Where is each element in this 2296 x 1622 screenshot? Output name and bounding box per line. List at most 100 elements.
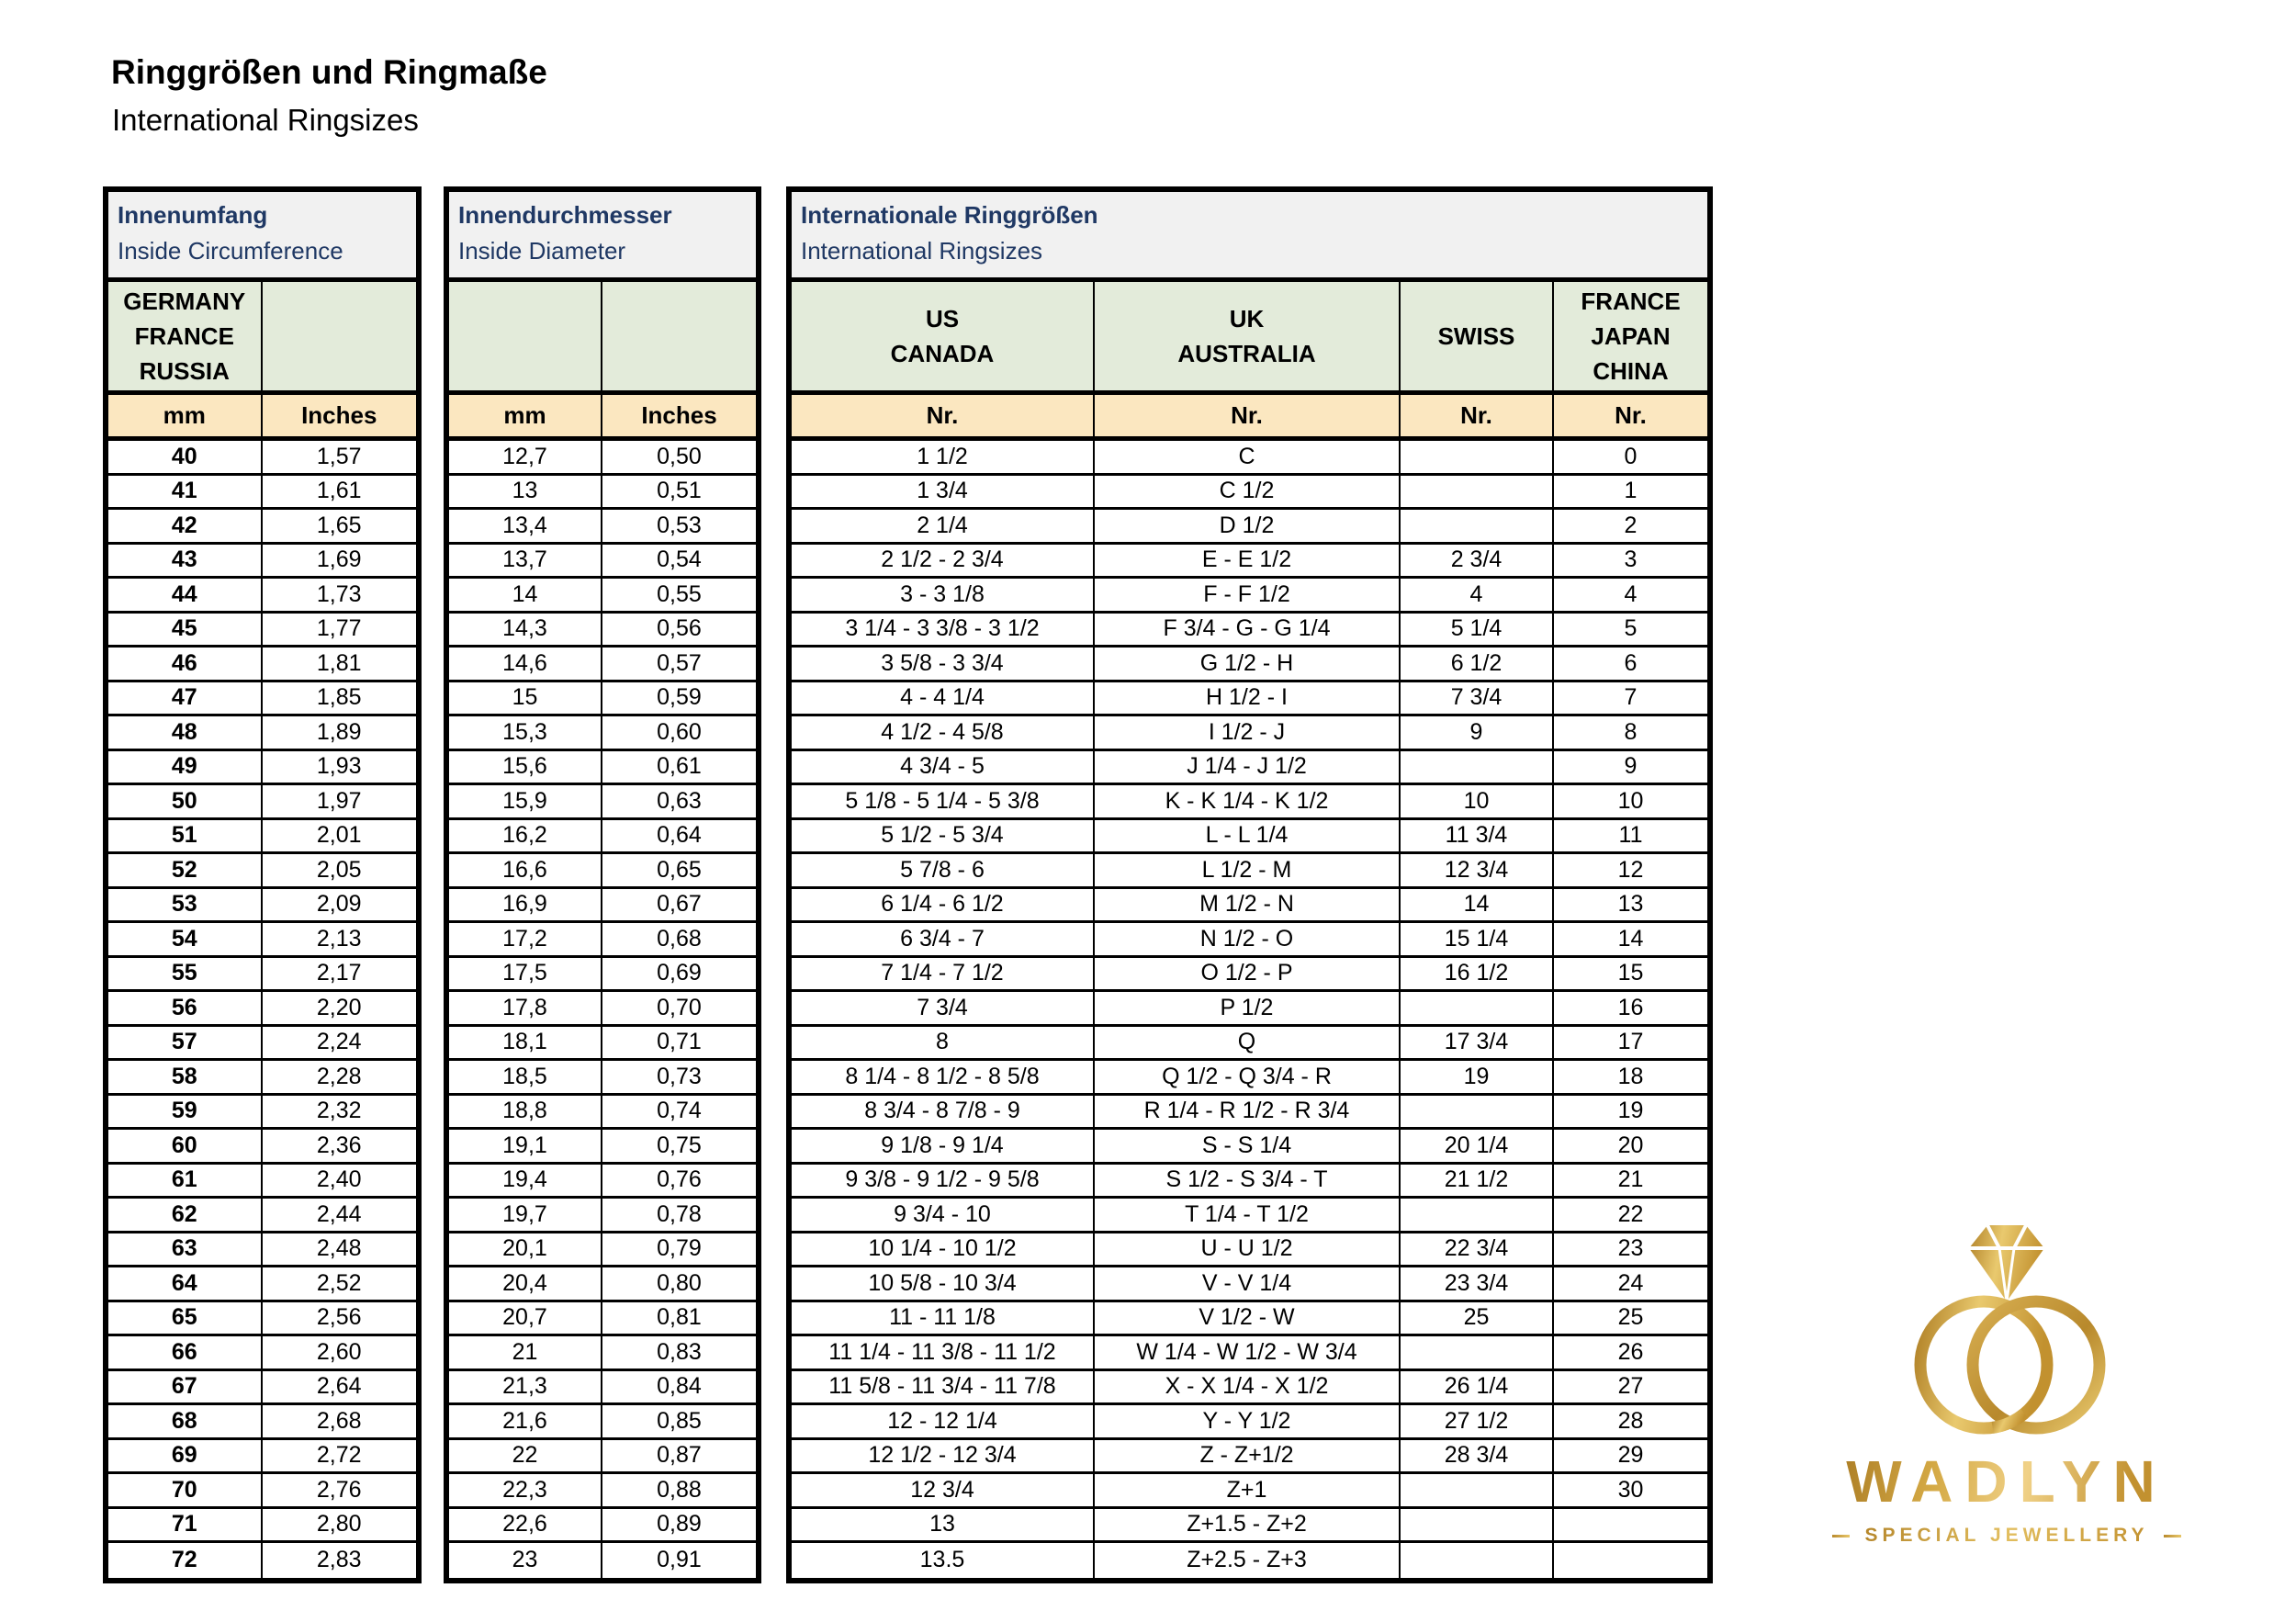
table-row: 5 1/2 - 5 3/4 L - L 1/4 11 3/4 11 xyxy=(792,819,1707,854)
table-cell: 64 xyxy=(108,1267,263,1300)
table-row: 3 - 3 1/8 F - F 1/2 4 4 xyxy=(792,579,1707,614)
header-line: RUSSIA xyxy=(139,357,230,385)
table-row: 53 2,09 xyxy=(108,888,416,923)
table-cell: 0,75 xyxy=(657,1132,702,1158)
table-cell: 0,64 xyxy=(657,822,702,849)
table-cell: 1 xyxy=(1624,478,1638,504)
region-header-cell-empty xyxy=(449,282,602,390)
table-cell: 42 xyxy=(108,510,263,542)
table-row: 22,3 0,88 xyxy=(449,1474,756,1509)
table-cell: 1,61 xyxy=(316,478,362,504)
table-cell: 7 xyxy=(1624,684,1638,711)
table-cell: 20 1/4 xyxy=(1401,1130,1554,1162)
table-row: 13 0,51 xyxy=(449,475,756,510)
table-cell: 2,80 xyxy=(316,1511,362,1538)
table-row: 8 Q 17 3/4 17 xyxy=(792,1026,1707,1061)
table-cell: 5 7/8 - 6 xyxy=(792,854,1095,886)
table-cell: 2,44 xyxy=(316,1200,362,1227)
table-title-band: Innenumfang Inside Circumference xyxy=(108,192,416,282)
table-cell: 2,72 xyxy=(316,1442,362,1469)
international-ringsizes-table: Internationale Ringgrößen International … xyxy=(786,186,1713,1583)
table-row: 42 1,65 xyxy=(108,510,416,545)
table-row: 12 1/2 - 12 3/4 Z - Z+1/2 28 3/4 29 xyxy=(792,1439,1707,1474)
inside-circumference-table: Innenumfang Inside Circumference GERMANY… xyxy=(103,186,422,1583)
table-cell: F 3/4 - G - G 1/4 xyxy=(1095,613,1401,645)
table-row: 15,6 0,61 xyxy=(449,750,756,785)
header-line: UK xyxy=(1229,305,1265,332)
table-cell: 16,9 xyxy=(449,888,602,920)
table-cell: 40 xyxy=(108,441,263,473)
table-cell: 57 xyxy=(108,1026,263,1058)
table-row: 52 2,05 xyxy=(108,854,416,889)
table-cell: 0,69 xyxy=(657,960,702,986)
table-row: 58 2,28 xyxy=(108,1061,416,1096)
header-line: GERMANY xyxy=(123,287,246,315)
table-row: 9 1/8 - 9 1/4 S - S 1/4 20 1/4 20 xyxy=(792,1130,1707,1165)
table-cell: 2,60 xyxy=(316,1338,362,1365)
table-row: 19,4 0,76 xyxy=(449,1164,756,1199)
table-title-german: Innenumfang xyxy=(118,201,268,229)
table-cell: 2,28 xyxy=(316,1063,362,1089)
table-cell xyxy=(1401,441,1554,473)
table-cell: 3 xyxy=(1624,546,1638,573)
table-cell: P 1/2 xyxy=(1095,992,1401,1024)
table-cell: 6 1/4 - 6 1/2 xyxy=(792,888,1095,920)
table-row: 70 2,76 xyxy=(108,1474,416,1509)
table-row: 47 1,85 xyxy=(108,681,416,716)
table-row: 15,3 0,60 xyxy=(449,716,756,751)
table-cell: 12 3/4 xyxy=(1401,854,1554,886)
table-cell: 13,7 xyxy=(449,544,602,576)
table-cell: 2 xyxy=(1624,512,1638,538)
table-cell: X - X 1/4 - X 1/2 xyxy=(1095,1370,1401,1402)
table-cell: 72 xyxy=(108,1543,263,1578)
table-cell: 61 xyxy=(108,1164,263,1196)
table-cell: 13.5 xyxy=(792,1543,1095,1578)
table-row: 5 1/8 - 5 1/4 - 5 3/8 K - K 1/4 - K 1/2 10… xyxy=(792,785,1707,820)
table-cell: 50 xyxy=(108,785,263,817)
table-cell: 9 xyxy=(1624,753,1638,780)
table-title-german: Innendurchmesser xyxy=(458,201,672,229)
table-body: 1 1/2 C 0 1 3/4 C 1/2 1 2 1/4 D 1/2 2 2 1/2 - 2 3… xyxy=(792,441,1707,1578)
table-cell: N 1/2 - O xyxy=(1095,923,1401,955)
table-cell: 2,36 xyxy=(316,1132,362,1158)
table-cell: 48 xyxy=(108,716,263,749)
table-cell: 51 xyxy=(108,819,263,851)
table-row: 41 1,61 xyxy=(108,475,416,510)
table-cell: 21 1/2 xyxy=(1401,1164,1554,1196)
table-row: 9 3/4 - 10 T 1/4 - T 1/2 22 xyxy=(792,1199,1707,1233)
table-cell: 22,3 xyxy=(449,1474,602,1506)
table-cell: I 1/2 - J xyxy=(1095,716,1401,749)
table-row: 21,6 0,85 xyxy=(449,1405,756,1440)
table-cell: 1,57 xyxy=(316,443,362,469)
rings-and-diamond-icon xyxy=(1914,1224,2106,1435)
table-row: 61 2,40 xyxy=(108,1164,416,1199)
table-cell: 67 xyxy=(108,1370,263,1402)
table-cell: 2,48 xyxy=(316,1235,362,1262)
table-row: 11 5/8 - 11 3/4 - 11 7/8 X - X 1/4 - X 1/… xyxy=(792,1370,1707,1405)
table-cell: M 1/2 - N xyxy=(1095,888,1401,920)
table-cell: 4 3/4 - 5 xyxy=(792,750,1095,783)
table-cell: 62 xyxy=(108,1199,263,1231)
table-cell: S - S 1/4 xyxy=(1095,1130,1401,1162)
table-title-english: Inside Diameter xyxy=(458,237,626,265)
table-cell: 0,68 xyxy=(657,925,702,952)
table-cell: 9 3/8 - 9 1/2 - 9 5/8 xyxy=(792,1164,1095,1196)
table-cell: 11 - 11 1/8 xyxy=(792,1301,1095,1334)
table-cell: 54 xyxy=(108,923,263,955)
table-row: 54 2,13 xyxy=(108,923,416,958)
table-cell: 20,4 xyxy=(449,1267,602,1300)
table-cell: 1,73 xyxy=(316,580,362,607)
table-row: 9 3/8 - 9 1/2 - 9 5/8 S 1/2 - S 3/4 - T 21… xyxy=(792,1164,1707,1199)
table-cell: U - U 1/2 xyxy=(1095,1233,1401,1265)
diamond-glyph xyxy=(1969,1224,2044,1302)
table-row: 50 1,97 xyxy=(108,785,416,820)
table-cell: 19,4 xyxy=(449,1164,602,1196)
column-header-inches: Inches xyxy=(301,401,377,429)
tagline-rule-left xyxy=(1832,1534,1851,1538)
table-cell: 2,13 xyxy=(316,925,362,952)
table-row: 64 2,52 xyxy=(108,1267,416,1302)
table-cell: C 1/2 xyxy=(1095,475,1401,507)
table-cell: 2 1/2 - 2 3/4 xyxy=(792,544,1095,576)
table-row: 43 1,69 xyxy=(108,544,416,579)
